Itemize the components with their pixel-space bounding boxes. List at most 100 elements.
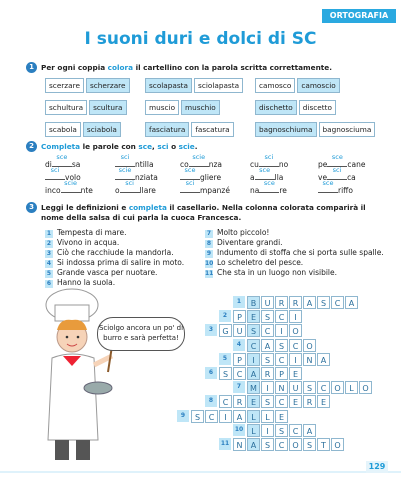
clue-number: 4 (233, 338, 245, 351)
instruction-part: sci (157, 142, 169, 151)
word-card: dischetto (255, 100, 297, 115)
filled-syllable: sci (185, 179, 195, 187)
word-end: volo (65, 173, 81, 182)
word-end: no (278, 160, 289, 169)
crossword-cell: N (275, 381, 288, 395)
crossword-cell: A (247, 438, 260, 451)
definition-number: 8 (205, 240, 213, 248)
word-card: bagnosciuma (318, 122, 376, 137)
word-end: ca (347, 173, 356, 182)
crossword-cell: S (261, 310, 274, 324)
blank: scie (115, 166, 135, 180)
fill-word: sci mpanzé (180, 179, 230, 195)
definition-number: 11 (205, 270, 214, 278)
crossword-cell: G (219, 324, 232, 338)
filled-syllable: sce (331, 153, 343, 161)
filled-syllable: sce (56, 153, 68, 161)
fill-word: ve sci ca (318, 166, 356, 182)
crossword-cell: S (275, 423, 288, 437)
definition-number: 6 (45, 280, 53, 288)
crossword-cell: S (303, 381, 316, 395)
definition-text: Ciò che racchiude la mandorla. (57, 248, 174, 257)
crossword-cell: C (275, 352, 288, 366)
definition: 5 Grande vasca per nuotare. (45, 268, 157, 278)
fill-word: inco scie nte (45, 179, 93, 195)
blank: sce (180, 166, 200, 180)
word-card: camosco (255, 78, 296, 93)
word-start: di (45, 160, 52, 169)
definition-text: Tempesta di mare. (57, 228, 127, 237)
definition-text: Diventare grandi. (217, 238, 283, 247)
crossword-cell: I (261, 381, 274, 395)
crossword-cell: R (261, 367, 274, 380)
instruction-part: il cartellino con la parola scritta corr… (133, 63, 332, 72)
crossword-cell: R (233, 395, 246, 409)
word-card: scerzare (45, 78, 84, 93)
instruction-part: o (168, 142, 179, 151)
instruction: Leggi le definizioni e completa il casel… (41, 203, 371, 223)
exercise-number: 2 (26, 141, 37, 152)
definition-text: Lo scheletro del pesce. (217, 258, 304, 267)
crossword-cell: S (261, 395, 274, 409)
instruction-part: colora (107, 63, 134, 72)
exercise-number: 1 (26, 62, 37, 73)
definition: 6 Hanno la suola. (45, 278, 115, 288)
definition: 9 Indumento di stoffa che si porta sulle … (205, 248, 384, 258)
definition: 8 Diventare grandi. (205, 238, 283, 248)
crossword-cell: R (303, 395, 316, 409)
crossword-cell: R (289, 296, 302, 309)
crossword-cell: O (289, 438, 302, 451)
crossword-cell: C (275, 438, 288, 451)
crossword-cell: C (205, 409, 218, 423)
word-pair: scolapasta sciolapasta (145, 78, 245, 93)
definition-number: 2 (45, 240, 53, 248)
word-end: cane (347, 160, 366, 169)
crossword-cell: S (303, 438, 316, 451)
definition-text: Grande vasca per nuotare. (57, 268, 158, 277)
word-end: nte (80, 186, 93, 195)
crossword-cell: O (303, 338, 316, 352)
blank: sce (51, 153, 72, 167)
word-card: discetto (298, 100, 336, 115)
blank: sci (45, 166, 65, 180)
word-end: nziata (135, 173, 158, 182)
clue-number: 1 (233, 296, 245, 308)
crossword-cell: O (289, 324, 302, 338)
instruction-part: sce (138, 142, 153, 151)
crossword-cell: E (289, 395, 302, 409)
section-tag: ORTOGRAFIA (322, 9, 396, 23)
crossword-cell: O (331, 381, 344, 395)
crossword-cell: C (219, 395, 232, 409)
clue-number: 9 (177, 409, 189, 422)
crossword-cell: C (331, 296, 344, 309)
crossword-cell: C (247, 338, 260, 352)
blank: sce (327, 153, 348, 167)
crossword-cell: A (261, 338, 274, 352)
crossword-cell: I (275, 324, 288, 338)
definition-number: 9 (205, 250, 213, 258)
definition-number: 7 (205, 230, 213, 238)
clue-number: 5 (219, 352, 231, 365)
clue-number: 11 (219, 438, 231, 450)
word-end: nza (208, 160, 223, 169)
crossword-cell: S (247, 324, 260, 338)
definition: 7 Molto piccolo! (205, 228, 269, 238)
word-end: mpanzé (200, 186, 230, 195)
word-end: riffo (338, 186, 353, 195)
definition: 4 Si indossa prima di salire in moto. (45, 258, 184, 268)
crossword-cell: E (247, 310, 260, 324)
crossword-cell: C (261, 324, 274, 338)
crossword-cell: S (261, 438, 274, 451)
instruction-part: . (194, 142, 198, 151)
definition-text: Vivono in acqua. (57, 238, 120, 247)
definition-text: Che sta in un luogo non visibile. (217, 268, 338, 277)
word-pair: dischetto discetto (255, 100, 338, 115)
crossword-cell: P (275, 367, 288, 380)
blank: sci (115, 153, 135, 167)
filled-syllable: sce (263, 179, 275, 187)
word-start: cu (250, 160, 259, 169)
instruction-part: le parole con (80, 142, 139, 151)
blank: sce (318, 179, 338, 193)
instruction-part: Leggi le definizioni e (41, 203, 129, 212)
